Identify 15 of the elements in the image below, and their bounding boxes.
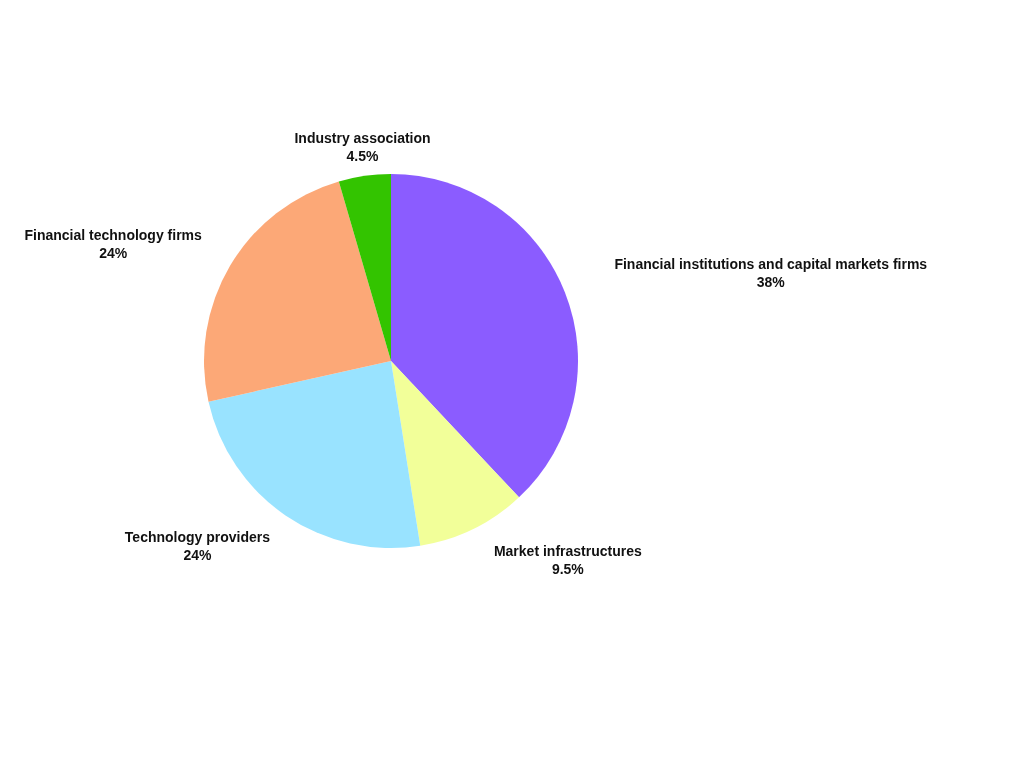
data-label: 38% [756,273,786,290]
slice-label: Industry association [294,130,431,147]
data-label: 4.5% [346,148,380,165]
data-label: 24% [99,245,128,262]
data-label: 24% [183,547,213,564]
pie-slice [391,174,578,498]
slice-label: Financial institutions and capital markets firms [614,255,928,272]
pie-slice [338,174,391,361]
data-label: 9.5% [551,561,585,578]
pie-slice [391,361,520,546]
pie-slice [208,361,421,548]
pie-slice [204,181,391,402]
slice-label: Financial technology firms [24,227,203,244]
slice-label: Technology providers [124,529,271,546]
slice-label: Market infrastructures [493,543,642,560]
